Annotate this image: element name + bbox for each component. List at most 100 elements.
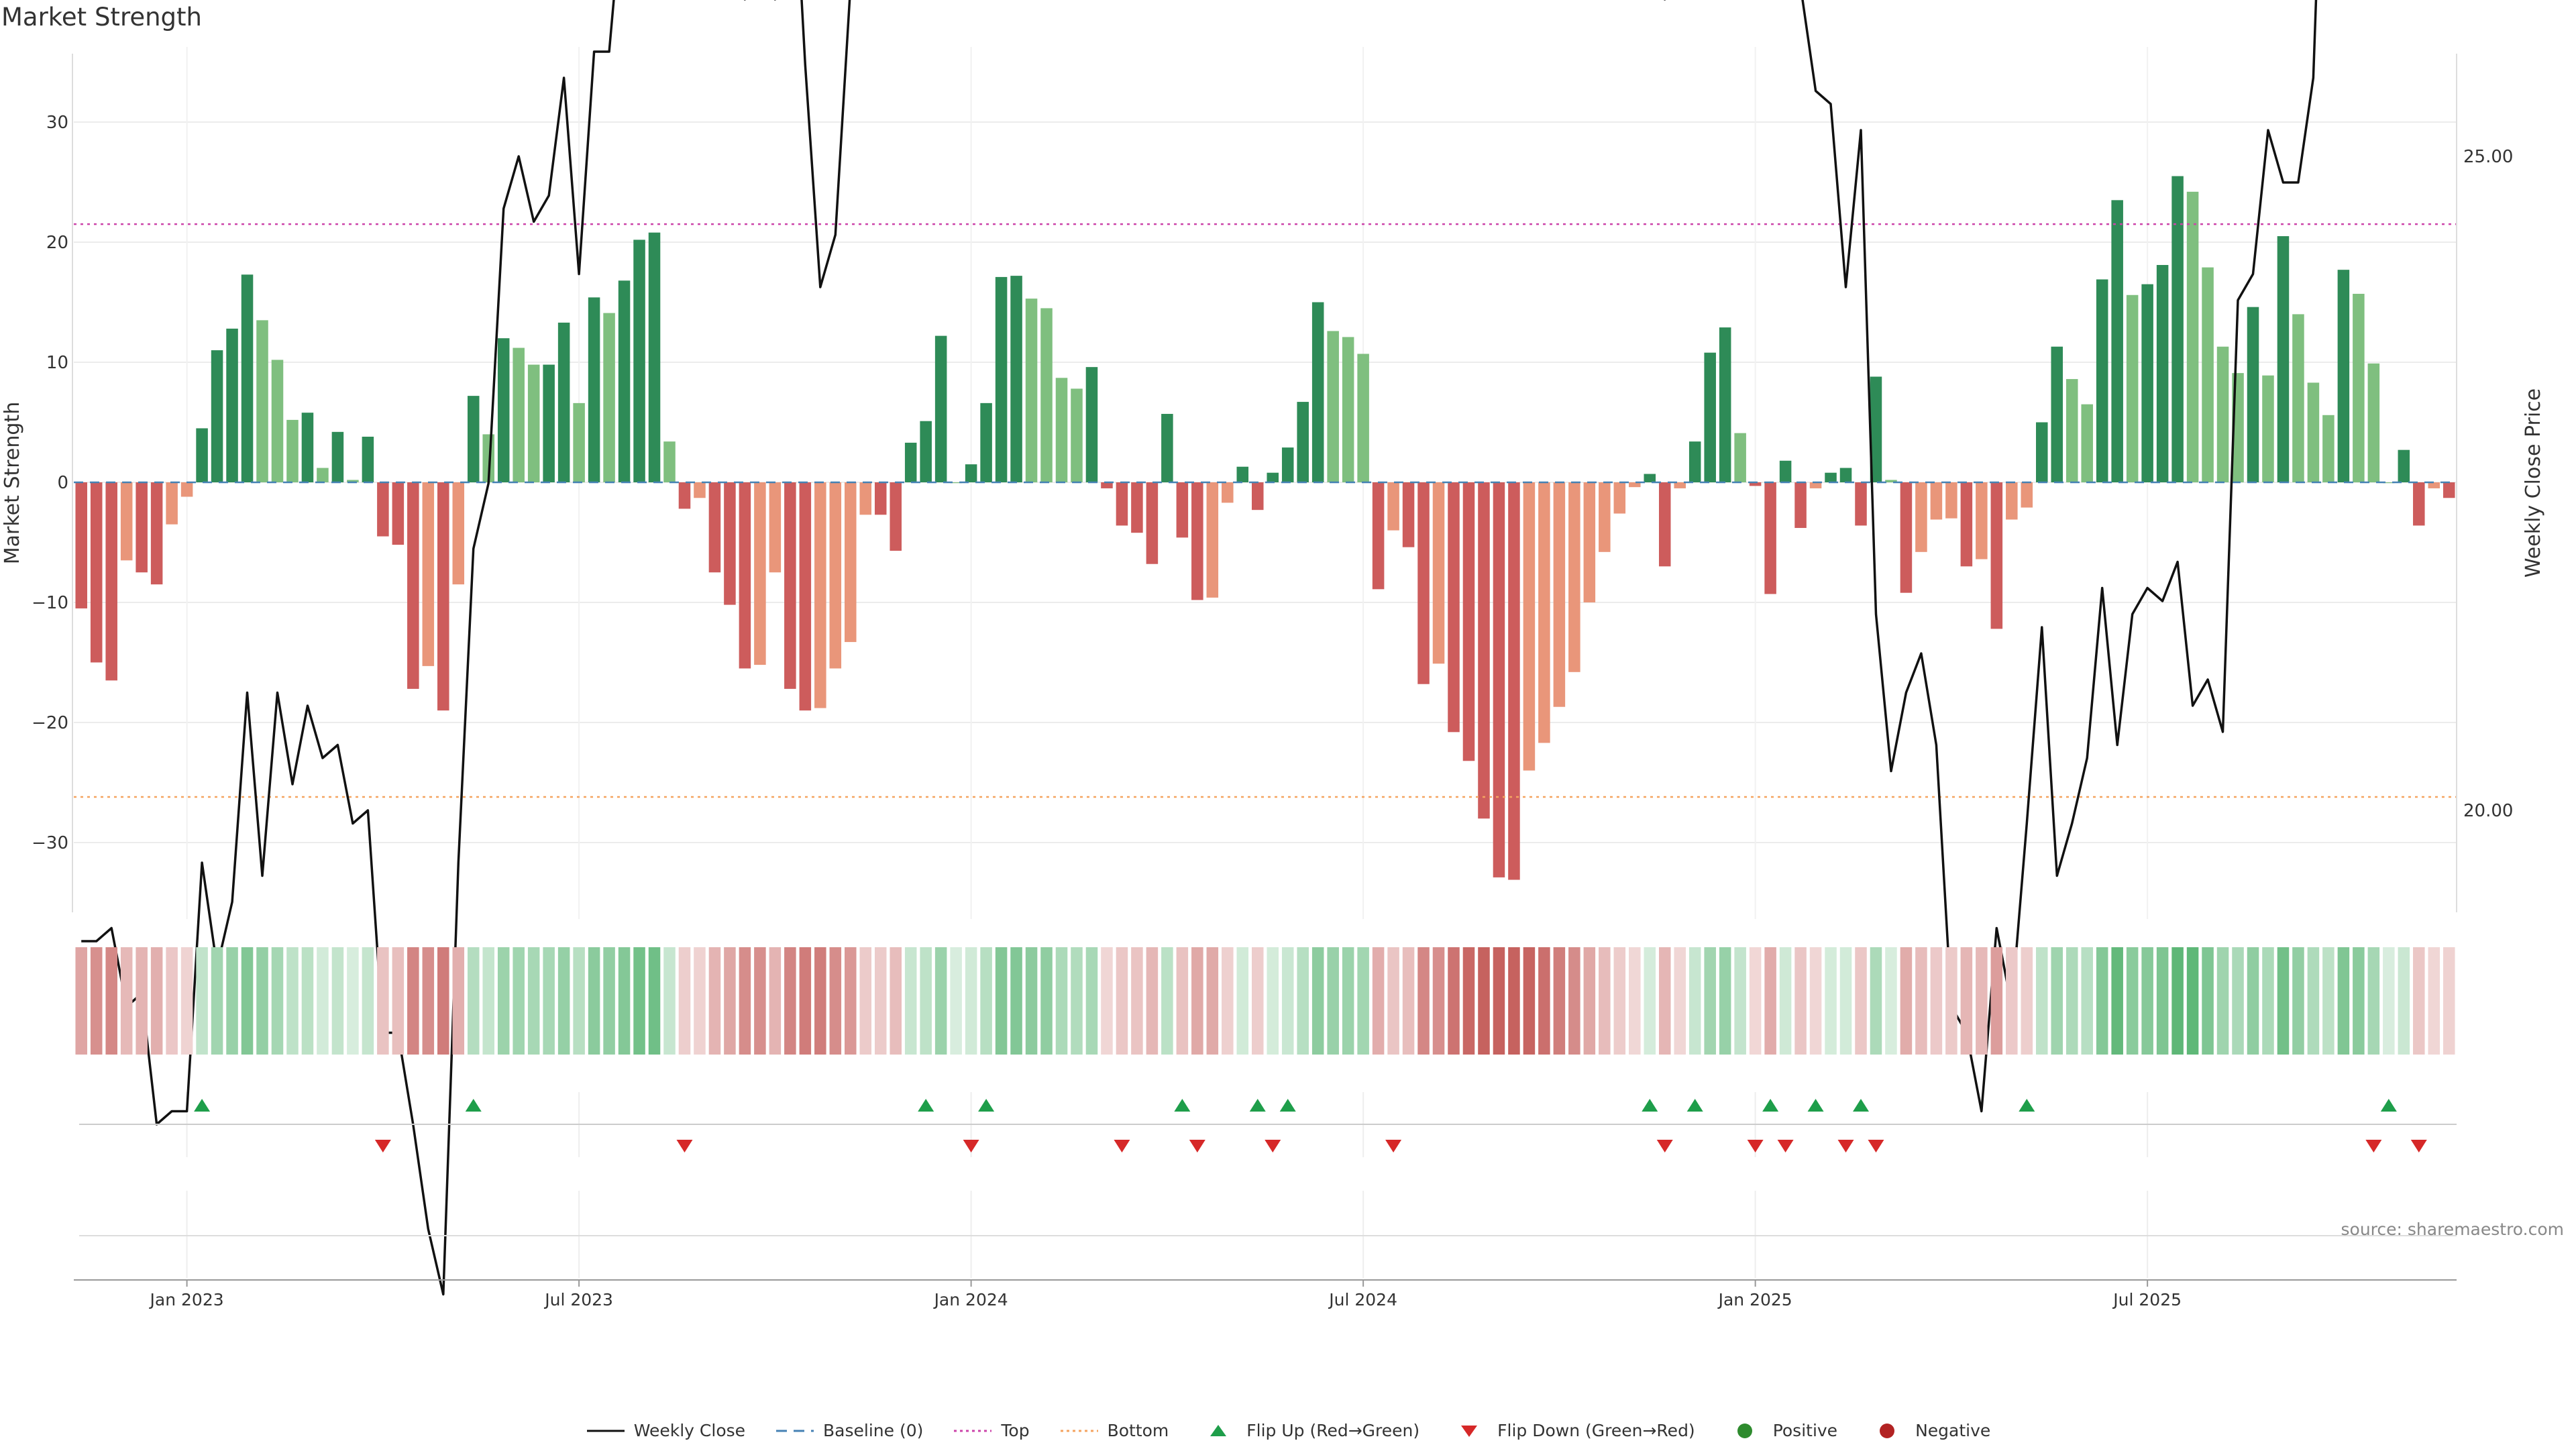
flip-down-marker <box>963 1140 979 1152</box>
strength-bar <box>1915 482 1927 552</box>
y2-axis-label: Weekly Close Price <box>2522 388 2545 578</box>
y-tick-label: 20 <box>46 233 68 253</box>
flip-down-marker <box>1868 1140 1884 1152</box>
strength-bar <box>1704 352 1716 482</box>
flip-down-marker <box>374 1140 391 1152</box>
heatmap-cell <box>1599 947 1611 1055</box>
strength-bar <box>1191 482 1203 600</box>
heatmap-cell <box>1855 947 1867 1055</box>
strength-bar <box>2036 422 2048 482</box>
strength-bar <box>1508 482 1520 880</box>
heatmap-cell <box>1749 947 1762 1055</box>
heatmap-cell <box>2006 947 2018 1055</box>
heatmap-cell <box>422 947 435 1055</box>
strength-bar <box>1281 447 1294 482</box>
strength-bar <box>1794 482 1807 529</box>
line-dotted-purple-icon <box>954 1430 992 1432</box>
heatmap-cell <box>105 947 117 1055</box>
strength-bar <box>2337 270 2350 482</box>
flip-up-marker <box>465 1099 482 1112</box>
heatmap-cell <box>196 947 208 1055</box>
strength-bar <box>934 335 947 482</box>
heatmap-cell <box>739 947 751 1055</box>
heatmap-cell <box>1161 947 1173 1055</box>
strength-bar <box>1538 482 1550 743</box>
heatmap-cell <box>2292 947 2304 1055</box>
heatmap-cell <box>1357 947 1369 1055</box>
heatmap-cell <box>648 947 661 1055</box>
x-tick-label: Jul 2025 <box>2112 1290 2182 1309</box>
heatmap-cell <box>377 947 389 1055</box>
heatmap-cell <box>799 947 812 1055</box>
strength-bar <box>407 482 419 689</box>
strength-bar <box>1206 482 1219 598</box>
heatmap-cell <box>2216 947 2229 1055</box>
strength-bar <box>1085 367 1098 482</box>
heatmap-cell <box>543 947 555 1055</box>
strength-bar <box>1990 482 2003 629</box>
heatmap-cell <box>2232 947 2244 1055</box>
heatmap-cell <box>136 947 148 1055</box>
heatmap-cell <box>934 947 947 1055</box>
heatmap-cell <box>1327 947 1339 1055</box>
strength-bar <box>1055 378 1068 482</box>
strength-bar <box>1658 482 1671 567</box>
strength-bar <box>678 482 691 509</box>
heatmap-cell <box>331 947 344 1055</box>
x-tick-label: Jan 2023 <box>149 1290 224 1309</box>
heatmap-cell <box>980 947 992 1055</box>
heatmap-cell <box>1206 947 1219 1055</box>
x-tick-label: Jul 2023 <box>543 1290 613 1309</box>
heatmap-cell <box>75 947 88 1055</box>
strength-bar <box>1101 482 1113 488</box>
strength-bar <box>2398 449 2410 482</box>
heatmap-cell <box>1071 947 1083 1055</box>
heatmap-cell <box>2277 947 2290 1055</box>
heatmap-cell <box>2096 947 2108 1055</box>
heatmap-cell <box>1960 947 1973 1055</box>
heatmap-cell <box>1629 947 1641 1055</box>
heatmap-cell <box>1251 947 1264 1055</box>
strength-bar <box>618 280 631 482</box>
heatmap-cell <box>588 947 600 1055</box>
heatmap-cell <box>754 947 766 1055</box>
flip-up-marker <box>978 1099 995 1112</box>
strength-bar <box>724 482 736 605</box>
heatmap-cell <box>2141 947 2153 1055</box>
heatmap-cell <box>301 947 314 1055</box>
heatmap-cell <box>1493 947 1505 1055</box>
heatmap-cell <box>724 947 736 1055</box>
strength-bar <box>1342 337 1354 482</box>
strength-bar <box>2216 346 2229 482</box>
legend-item: Bottom <box>1059 1421 1169 1440</box>
heatmap-cell <box>965 947 977 1055</box>
heatmap-cell <box>2156 947 2169 1055</box>
flip-down-marker <box>2410 1140 2427 1152</box>
strength-bar <box>1478 482 1490 819</box>
strength-bar <box>1688 441 1701 482</box>
heatmap-cell <box>286 947 299 1055</box>
strength-bar <box>2307 382 2320 482</box>
flip-up-marker <box>1642 1099 1658 1112</box>
strength-bar <box>392 482 405 545</box>
legend-item: Negative <box>1867 1421 1990 1440</box>
source-note: source: sharemaestro.com <box>2341 1220 2565 1239</box>
heatmap-cell <box>527 947 540 1055</box>
heatmap-cell <box>150 947 163 1055</box>
strength-bar <box>1629 482 1641 488</box>
heatmap-cell <box>1085 947 1098 1055</box>
heatmap-cell <box>2051 947 2063 1055</box>
y-tick-label: 30 <box>46 113 68 133</box>
strength-bar <box>2277 236 2290 482</box>
heatmap-cell <box>1538 947 1550 1055</box>
strength-bar <box>150 482 163 585</box>
heatmap-cell <box>1809 947 1822 1055</box>
price-line-layer <box>81 0 2318 1296</box>
flip-markers <box>79 1099 2457 1236</box>
flip-down-marker <box>1837 1140 1854 1152</box>
strength-bar <box>2443 482 2455 498</box>
strength-bar <box>2126 294 2139 482</box>
heatmap-cell <box>708 947 721 1055</box>
legend-item: Positive <box>1725 1421 1837 1440</box>
